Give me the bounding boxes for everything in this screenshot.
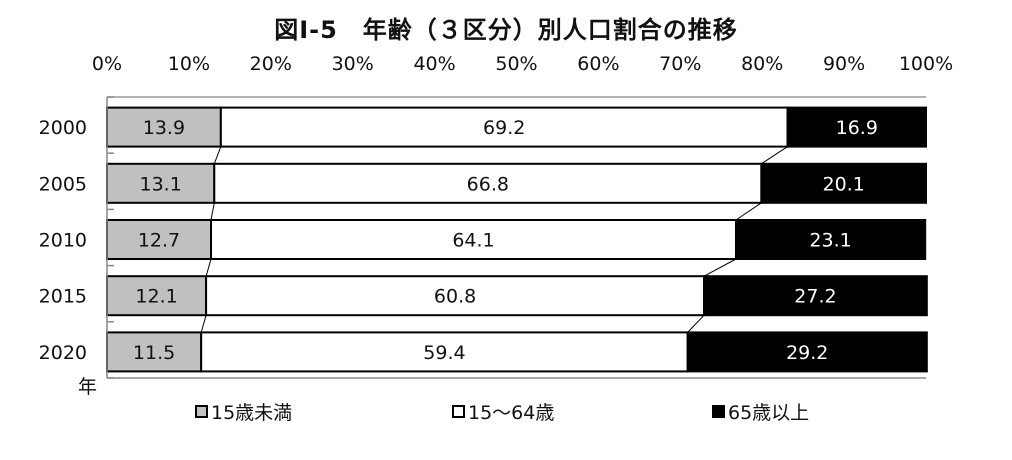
series-connector-line [210,202,215,221]
data-label-under15-2010: 12.7 [138,230,180,252]
y-category-label: 2020 [39,342,87,364]
x-tick-label: 40% [413,53,455,75]
bar-segment-age15to64-2015 [205,275,706,317]
data-label-over65-2020: 29.2 [786,342,828,364]
legend-swatch [712,405,725,418]
legend: 15歳未満 15～64歳 65歳以上 [0,398,1012,428]
legend-item-over65: 65歳以上 [712,398,809,425]
series-connector-line [205,258,212,277]
data-label-under15-2005: 13.1 [139,173,181,195]
bar-segment-age15to64-2020 [200,331,689,373]
series-connector-line [703,258,737,277]
x-tick-label: 10% [168,53,210,75]
series-connector-line [735,202,762,221]
bar-segment-over65-2015 [703,275,928,317]
legend-item-age15to64: 15～64歳 [452,398,554,425]
bar-segment-under15-2020 [106,331,203,373]
data-label-age15to64-2020: 59.4 [423,342,465,364]
data-label-over65-2015: 27.2 [794,286,836,308]
bar-segment-over65-2020 [686,331,928,373]
y-category-label: 2005 [39,173,87,195]
data-label-under15-2015: 12.1 [135,286,177,308]
data-label-under15-2020: 11.5 [133,342,175,364]
stacked-bar-chart: 0% 10% 20% 30% 40% 50% 60% 70% 80% 90% 100% 13.9 69.… [39,53,954,398]
x-tick-label: 60% [577,53,619,75]
x-tick-label: 50% [495,53,537,75]
data-label-age15to64-2010: 64.1 [452,230,494,252]
bar-segment-over65-2010 [734,219,927,260]
bar-segment-under15-2000 [106,106,222,148]
bar-segment-over65-2005 [760,162,927,204]
x-tick-label: 100% [899,53,953,75]
data-label-over65-2010: 23.1 [809,230,851,252]
category-axis-unit-label: 年 [78,376,97,398]
series-connector-line [761,146,788,165]
y-category-label: 2015 [39,286,87,308]
x-tick-label: 70% [659,53,701,75]
legend-swatch [195,405,208,418]
chart-title: 図Ⅰ-5 年齢（３区分）別人口割合の推移 [274,16,738,44]
y-category-label: 2000 [39,117,87,139]
data-label-over65-2005: 20.1 [823,173,865,195]
series-connector-line [200,315,207,333]
series-connector-line [687,314,705,333]
legend-item-under15: 15歳未満 [195,398,292,425]
x-tick-label: 30% [332,53,374,75]
bar-segment-under15-2015 [106,275,208,317]
bar-segment-age15to64-2000 [219,106,789,148]
legend-swatch [452,405,465,418]
x-tick-label: 90% [823,53,865,75]
data-label-age15to64-2000: 69.2 [483,117,525,139]
data-label-age15to64-2005: 66.8 [467,173,509,195]
legend-label: 15歳未満 [211,402,293,424]
data-label-under15-2000: 13.9 [143,117,185,139]
x-tick-label: 0% [92,53,122,75]
data-label-over65-2000: 16.9 [836,117,878,139]
x-tick-label: 80% [741,53,783,75]
data-label-age15to64-2015: 60.8 [434,286,476,308]
x-tick-label: 20% [250,53,292,75]
legend-label: 65歳以上 [728,402,810,424]
series-connector-line [213,146,222,164]
bar-segment-over65-2000 [786,106,927,148]
legend-label: 15～64歳 [468,402,555,424]
y-category-label: 2010 [39,230,87,252]
